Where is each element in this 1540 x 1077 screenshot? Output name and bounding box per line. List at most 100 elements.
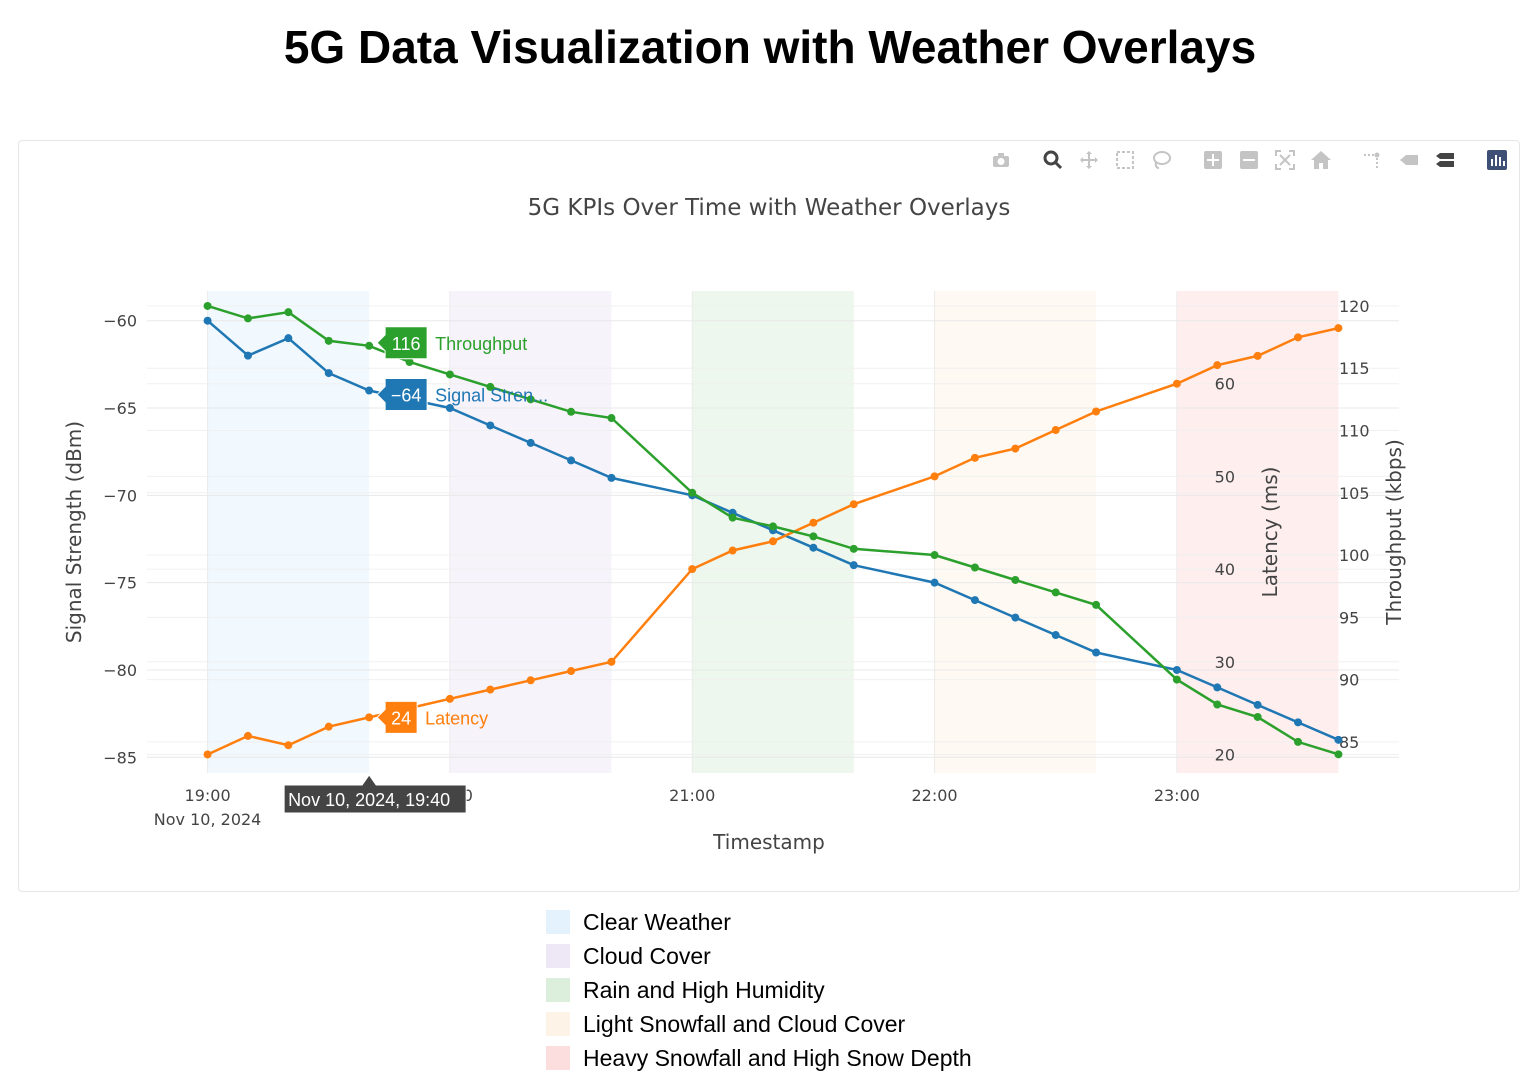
data-point-series-3 [1092,600,1101,609]
data-point-series-2 [324,722,333,731]
weather-band-2 [449,291,612,773]
data-point-series-2 [970,453,979,462]
legend-swatch [546,1012,570,1036]
hover-label-box [376,700,418,734]
data-point-series-3 [728,513,737,522]
y-axis-title-throughput: Throughput (kbps) [1382,439,1406,626]
hover-label-box [376,326,428,360]
data-point-series-2 [486,685,495,694]
data-point-series-3 [1334,750,1343,759]
hover-closest-icon[interactable] [1395,147,1423,173]
lasso-icon[interactable] [1147,147,1175,173]
camera-icon[interactable] [987,147,1015,173]
data-point-series-1 [1092,648,1101,657]
data-point-series-2 [1213,361,1222,370]
plotly-logo-icon[interactable] [1483,147,1511,173]
hover-label-value: −64 [391,386,422,406]
data-point-series-2 [1334,324,1343,333]
x-tick-date: Nov 10, 2024 [154,810,262,829]
data-point-series-3 [486,382,495,391]
data-point-series-2 [728,546,737,555]
data-point-series-3 [405,357,414,366]
y-tick-latency: 20 [1215,745,1235,764]
data-point-series-3 [243,314,252,323]
pan-icon[interactable] [1075,147,1103,173]
y-tick-throughput: 115 [1339,359,1370,378]
data-point-series-2 [1092,407,1101,416]
legend-swatch [546,978,570,1002]
hover-label-1: 116 Throughput [376,326,527,360]
legend-label: Rain and High Humidity [583,976,825,1003]
data-point-series-2 [365,713,374,722]
data-point-series-1 [243,351,252,360]
data-point-series-3 [970,563,979,572]
data-point-series-1 [1334,735,1343,744]
y-tick-throughput: 100 [1339,546,1370,565]
page-title: 5G Data Visualization with Weather Overl… [283,21,1257,73]
zoom-icon[interactable] [1039,147,1067,173]
data-point-series-2 [1051,426,1060,435]
legend-label: Heavy Snowfall and High Snow Depth [583,1044,972,1071]
legend-item[interactable]: Clear Weather [546,905,972,939]
data-point-series-1 [486,421,495,430]
x-tick-label: 21:00 [669,786,715,805]
y-tick-latency: 30 [1215,653,1235,672]
y-axis-title-latency: Latency (ms) [1258,467,1282,598]
data-point-series-3 [769,522,777,531]
data-point-series-3 [445,370,454,379]
legend-item[interactable]: Light Snowfall and Cloud Cover [546,1007,972,1041]
data-point-series-3 [809,532,818,541]
chart-container[interactable]: 5G KPIs Over Time with Weather Overlays −… [18,140,1520,892]
data-point-series-1 [284,334,293,343]
series-line-3 [207,304,1339,756]
y-tick-signal: −80 [103,661,137,680]
y-tick-latency: 60 [1215,375,1235,394]
hover-label-2: −64 Signal Stren... [376,378,548,412]
data-point-series-3 [526,395,535,404]
reset-axes-icon[interactable] [1307,147,1335,173]
y-tick-throughput: 120 [1339,297,1370,316]
hover-x-label: Nov 10, 2024, 19:40 [283,774,467,814]
data-point-series-2 [809,518,818,527]
autoscale-icon[interactable] [1271,147,1299,173]
box-select-icon[interactable] [1111,147,1139,173]
hover-label-box [376,378,428,412]
data-point-series-3 [1213,700,1222,709]
data-point-series-3 [930,551,939,560]
y-tick-throughput: 90 [1339,671,1359,690]
weather-legend: Clear Weather Cloud Cover Rain and High Hu… [546,905,972,1075]
data-point-series-3 [849,544,858,553]
data-point-series-1 [1294,718,1303,727]
data-point-series-2 [203,750,212,759]
legend-label: Clear Weather [583,908,731,935]
weather-band-1 [207,291,370,773]
data-point-series-1 [1213,683,1222,692]
spike-lines-icon[interactable] [1359,147,1387,173]
y-tick-signal: −65 [103,399,137,418]
data-point-series-2 [1294,333,1303,342]
legend-item[interactable]: Rain and High Humidity [546,973,972,1007]
zoom-in-icon[interactable] [1199,147,1227,173]
data-point-series-1 [930,578,939,587]
y-tick-signal: −85 [103,748,137,767]
chart-svg[interactable]: 5G KPIs Over Time with Weather Overlays −… [19,141,1519,891]
data-point-series-3 [365,341,374,350]
data-point-series-3 [203,301,212,310]
series-line-2 [207,326,1339,756]
data-point-series-1 [365,386,374,395]
hover-compare-icon[interactable] [1431,147,1459,173]
legend-item[interactable]: Cloud Cover [546,939,972,973]
legend-item[interactable]: Heavy Snowfall and High Snow Depth [546,1041,972,1075]
data-point-series-2 [567,667,576,676]
hover-label-value: 24 [391,708,411,728]
data-point-series-1 [607,473,616,482]
x-axis-title: Timestamp [712,830,825,854]
x-tick-label: 22:00 [911,786,957,805]
modebar [987,147,1511,173]
data-point-series-1 [203,316,212,325]
data-point-series-1 [1253,700,1262,709]
data-point-series-1 [1011,613,1020,622]
data-point-series-3 [607,414,616,423]
zoom-out-icon[interactable] [1235,147,1263,173]
data-point-series-3 [567,407,576,416]
